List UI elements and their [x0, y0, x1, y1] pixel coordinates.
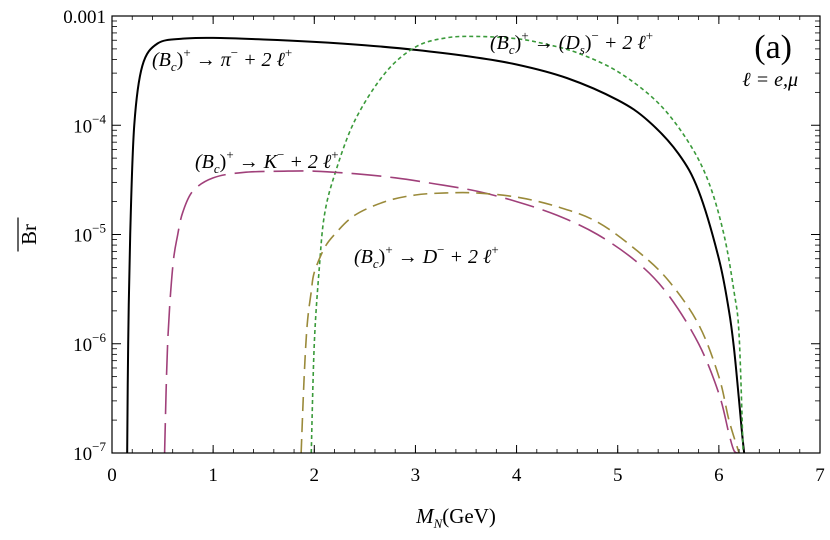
- lepton-note: ℓ = e,μ: [742, 69, 798, 91]
- series-line-1: [310, 35, 744, 453]
- y-tick-label-1: 10−4: [73, 111, 106, 137]
- panel-label: (a): [754, 29, 792, 66]
- y-tick-label-2: 10−5: [73, 221, 106, 247]
- x-tick-label-7: 7: [815, 465, 825, 486]
- x-tick-label-1: 1: [208, 465, 218, 486]
- x-axis-title: MN(GeV): [415, 504, 496, 531]
- curve-labels: (Bc)+ → π− + 2 ℓ+ (Bc)+ → (Ds)− + 2 ℓ+ (Bc…: [152, 28, 653, 271]
- y-tick-label-0: 0.001: [63, 7, 106, 28]
- series-line-0: [126, 36, 746, 453]
- y-tick-labels: 0.001 10−4 10−5 10−6 10−7: [63, 7, 106, 465]
- series-line-2: [163, 170, 740, 453]
- y-tick-label-4: 10−7: [73, 439, 106, 465]
- series-curves: [126, 35, 746, 453]
- x-tick-label-3: 3: [411, 465, 421, 486]
- curve-label-3: (Bc)+ → D− + 2 ℓ+: [354, 242, 499, 271]
- series-line-3: [300, 191, 740, 453]
- x-tick-label-5: 5: [613, 465, 623, 486]
- y-tick-label-3: 10−6: [73, 330, 106, 356]
- x-tick-label-4: 4: [512, 465, 522, 486]
- x-tick-labels: 0 1 2 3 4 5 6 7: [107, 465, 825, 486]
- x-tick-label-2: 2: [310, 465, 320, 486]
- curve-label-1: (Bc)+ → (Ds)− + 2 ℓ+: [490, 28, 653, 57]
- x-tick-label-0: 0: [107, 465, 117, 486]
- axis-ticks: [111, 15, 821, 454]
- y-axis-title-group: Br: [17, 217, 41, 252]
- curve-label-0: (Bc)+ → π− + 2 ℓ+: [152, 45, 292, 74]
- curve-label-2: (Bc)+ → K− + 2 ℓ+: [195, 147, 339, 176]
- y-axis-title: Br: [17, 224, 41, 245]
- x-tick-label-6: 6: [714, 465, 724, 486]
